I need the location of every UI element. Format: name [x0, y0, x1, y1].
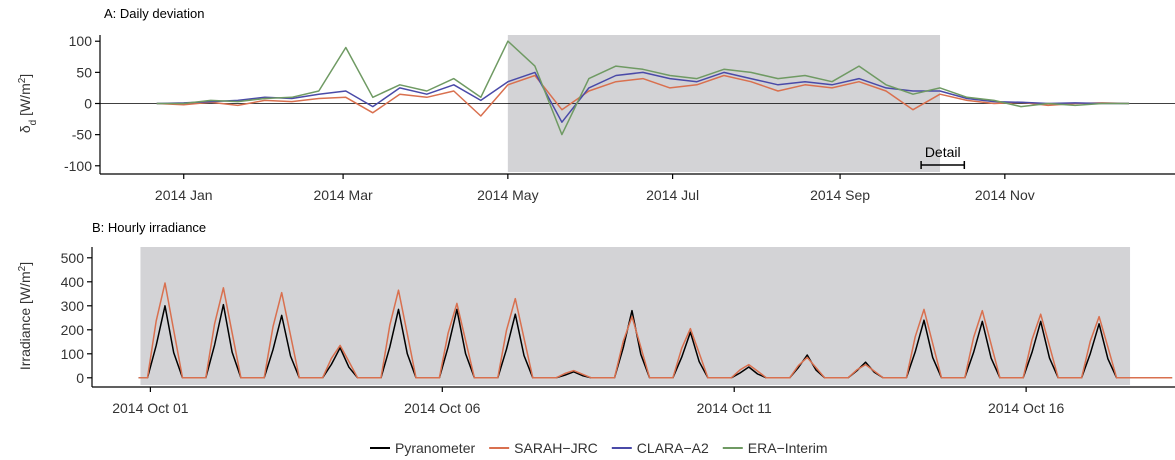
y-tick-label: 200 [61, 322, 85, 338]
y-axis-label: Irradiance [W/m2] [17, 262, 34, 370]
series-line [156, 74, 1130, 117]
series-line [138, 303, 1173, 379]
x-tick-label: 2014 Nov [975, 187, 1035, 203]
x-tick-label: 2014 Sep [810, 187, 870, 203]
y-tick-label: 500 [61, 250, 85, 266]
detail-label: Detail [925, 144, 961, 160]
x-tick-label: 2014 May [477, 187, 538, 203]
y-axis-label-part: [W/m [17, 83, 33, 120]
y-tick-label: -100 [64, 158, 92, 174]
x-tick-label: 2014 Oct 01 [112, 400, 188, 416]
y-tick-label: 100 [69, 33, 93, 49]
y-axis-label-part: d [28, 120, 39, 126]
y-axis-label-part: ] [17, 262, 33, 266]
panel-b-title: B: Hourly irradiance [92, 220, 206, 235]
x-tick-label: 2014 Oct 16 [988, 400, 1064, 416]
y-tick-label: 50 [76, 64, 92, 80]
y-axis-label-part: Irradiance [W/m [17, 271, 33, 370]
panel-a-title: A: Daily deviation [104, 6, 204, 21]
y-tick-label: 0 [76, 370, 84, 386]
series-line [138, 282, 1173, 379]
legend-label: SARAH−JRC [514, 440, 598, 456]
x-tick-label: 2014 Jul [646, 187, 699, 203]
highlight-span [140, 247, 1131, 385]
legend-label: CLARA−A2 [637, 440, 709, 456]
y-tick-label: 300 [61, 298, 85, 314]
x-tick-label: 2014 Oct 06 [404, 400, 480, 416]
legend-label: ERA−Interim [748, 440, 828, 456]
y-tick-label: -50 [72, 127, 92, 143]
y-tick-label: 400 [61, 274, 85, 290]
legend-label: Pyranometer [395, 440, 475, 456]
detail-bracket [920, 161, 966, 169]
y-axis-label-part: 2 [17, 77, 28, 83]
x-tick-label: 2014 Mar [314, 187, 373, 203]
x-tick-label: 2014 Oct 11 [697, 400, 772, 416]
y-axis-label-part: δ [17, 125, 33, 133]
y-tick-label: 100 [61, 346, 85, 362]
y-tick-label: 0 [84, 96, 92, 112]
y-axis-label-part: ] [17, 74, 33, 78]
series-line [156, 71, 1130, 123]
y-axis-label: δd [W/m2] [17, 74, 39, 133]
y-axis-label-part: 2 [17, 265, 28, 271]
x-tick-label: 2014 Jan [155, 187, 213, 203]
series-line [156, 40, 1130, 136]
